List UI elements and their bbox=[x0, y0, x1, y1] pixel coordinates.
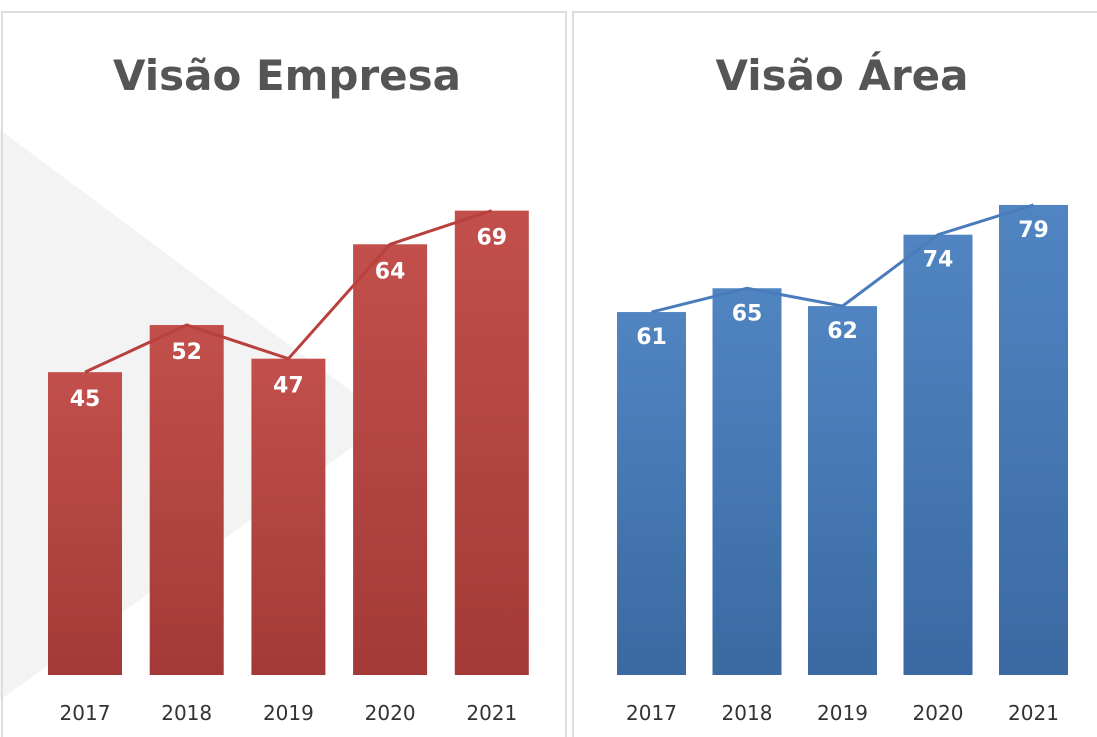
bar bbox=[617, 312, 686, 675]
x-tick-label: 2018 bbox=[161, 701, 212, 725]
bar bbox=[808, 306, 877, 675]
panel bbox=[1, 11, 567, 737]
x-tick-label: 2021 bbox=[466, 701, 517, 725]
chart-title: Visão Área bbox=[715, 50, 968, 100]
bar bbox=[712, 288, 782, 675]
x-tick-label: 2020 bbox=[913, 701, 964, 725]
data-label: 65 bbox=[732, 301, 763, 326]
x-tick-label: 2017 bbox=[60, 701, 111, 725]
bar bbox=[353, 244, 428, 675]
bar bbox=[48, 372, 122, 675]
data-label: 61 bbox=[636, 325, 667, 350]
data-label: 45 bbox=[70, 387, 101, 412]
x-tick-label: 2019 bbox=[263, 701, 314, 725]
x-tick-label: 2020 bbox=[365, 701, 416, 725]
data-label: 69 bbox=[476, 226, 507, 251]
bar bbox=[903, 234, 973, 675]
bar bbox=[999, 204, 1068, 675]
trend-line bbox=[651, 203, 1034, 314]
x-tick-label: 2018 bbox=[722, 701, 773, 725]
panel bbox=[572, 11, 1097, 737]
x-tick-label: 2017 bbox=[626, 701, 677, 725]
data-label: 47 bbox=[273, 374, 304, 399]
data-label: 74 bbox=[923, 248, 954, 273]
x-tick-label: 2019 bbox=[817, 701, 868, 725]
data-label: 79 bbox=[1018, 218, 1049, 243]
bar bbox=[149, 325, 224, 675]
bar bbox=[454, 210, 529, 675]
chart-title: Visão Empresa bbox=[113, 51, 461, 100]
data-label: 52 bbox=[171, 340, 202, 365]
data-label: 64 bbox=[375, 259, 406, 284]
bar bbox=[251, 358, 326, 675]
x-tick-label: 2021 bbox=[1008, 701, 1059, 725]
data-label: 62 bbox=[827, 319, 858, 344]
trend-line bbox=[84, 209, 493, 374]
